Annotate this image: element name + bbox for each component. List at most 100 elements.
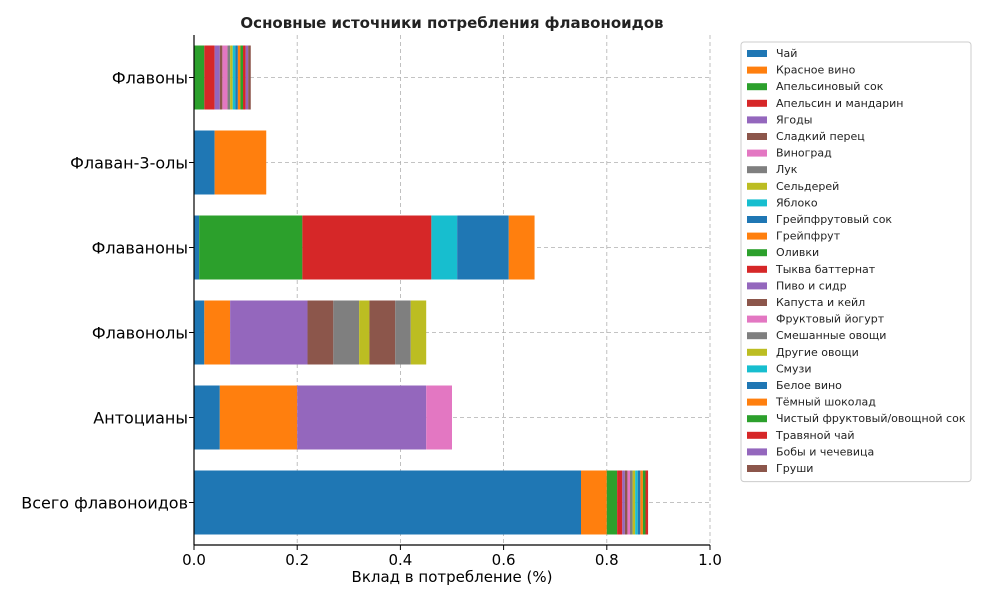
y-tick-label: Антоцианы [93, 409, 188, 428]
legend-label: Оливки [776, 246, 819, 259]
legend-swatch [747, 66, 767, 74]
chart-title: Основные источники потребления флавоноид… [240, 14, 663, 32]
legend-item: Апельсин и мандарин [747, 97, 903, 110]
legend-item: Тыква баттернат [747, 263, 876, 276]
bar-segment [307, 300, 334, 365]
bar-segment [240, 45, 244, 110]
y-tick-label: Флавонолы [92, 324, 188, 343]
bar-segment [624, 470, 628, 535]
y-tick-label: Флавоны [112, 69, 188, 88]
legend-frame [740, 41, 972, 483]
legend-item: Апельсиновый сок [747, 80, 884, 93]
bar-segment [302, 215, 432, 280]
legend-label: Виноград [776, 147, 832, 160]
bar-segment [245, 45, 249, 110]
legend-label: Тёмный шоколад [775, 396, 876, 409]
legend-label: Тыква баттернат [775, 263, 876, 276]
bar-segment [227, 45, 231, 110]
legend-swatch [747, 83, 767, 91]
bar-segment [248, 45, 251, 110]
legend-label: Фруктовый йогурт [776, 313, 885, 326]
bar-segment [622, 470, 625, 535]
bar-segment [194, 215, 200, 280]
bar-segment [194, 470, 581, 535]
legend-label: Сельдерей [776, 180, 839, 193]
legend-item: Белое вино [747, 379, 842, 392]
legend-swatch [747, 265, 767, 273]
legend-label: Смузи [776, 362, 812, 375]
legend-label: Апельсин и мандарин [776, 97, 903, 110]
bar-segment [645, 470, 649, 535]
bar-segment [369, 300, 396, 365]
legend-swatch [747, 398, 767, 406]
bar-segment [235, 45, 238, 110]
legend-item: Травяной чай [747, 429, 855, 442]
bar-segment [230, 300, 308, 365]
legend-swatch [747, 282, 767, 290]
legend-label: Чистый фруктовый/овощной сок [776, 412, 966, 425]
bar-segment [637, 470, 641, 535]
legend-item: Чай [747, 47, 797, 60]
legend-swatch [747, 431, 767, 439]
y-tick-label: Флаваноны [92, 239, 188, 258]
bar-segment [214, 45, 220, 110]
legend-item: Смешанные овощи [747, 329, 886, 342]
bar-segment [232, 45, 236, 110]
legend-swatch [747, 448, 767, 456]
bar-segment [204, 45, 215, 110]
legend-label: Капуста и кейл [776, 296, 865, 309]
bar-segment [632, 470, 636, 535]
legend-label: Грейпфрутовый сок [776, 213, 892, 226]
legend-swatch [747, 116, 767, 124]
legend-swatch [747, 382, 767, 389]
legend-item: Смузи [747, 362, 812, 375]
legend-swatch [747, 299, 767, 306]
bar-segment [410, 300, 427, 365]
legend-swatch [747, 415, 767, 423]
legend-label: Пиво и сидр [776, 279, 847, 292]
legend-label: Сладкий перец [776, 130, 865, 143]
bar-segment [204, 300, 231, 365]
x-axis-label: Вклад в потребление (%) [352, 568, 553, 586]
bar-segment [333, 300, 360, 365]
bar-segment [222, 45, 228, 110]
legend-label: Чай [776, 47, 797, 60]
legend-item: Пиво и сидр [747, 279, 847, 292]
legend-item: Оливки [747, 246, 819, 259]
bar-segment [640, 470, 643, 535]
x-tick-label: 0.0 [182, 551, 206, 569]
bar-segment [581, 470, 607, 535]
bar-segment [199, 215, 303, 280]
legend-swatch [747, 199, 767, 207]
legend-item: Тёмный шоколад [747, 396, 876, 409]
bar-segment [214, 130, 267, 195]
bar-segment [508, 215, 535, 280]
legend-swatch [747, 133, 767, 140]
bar-segment [194, 300, 205, 365]
legend-swatch [747, 166, 767, 174]
y-tick-label: Всего флавоноидов [21, 494, 188, 513]
legend-swatch [747, 216, 767, 223]
legend-item: Бобы и чечевица [747, 445, 874, 458]
bar-segment [635, 470, 638, 535]
bar-segment [219, 385, 298, 450]
legend: Чай Красное вино Апельсиновый сок Апельсин … [740, 41, 972, 483]
bar-segment [630, 470, 633, 535]
legend-item: Чистый фруктовый/овощной сок [747, 412, 966, 425]
legend-label: Грейпфрут [776, 230, 841, 243]
legend-item: Капуста и кейл [747, 296, 865, 309]
legend-swatch [747, 182, 767, 190]
legend-item: Яблоко [747, 196, 818, 209]
bar-segment [230, 45, 233, 110]
legend-item: Красное вино [747, 64, 856, 77]
bar-segment [606, 470, 618, 535]
legend-label: Другие овощи [776, 346, 859, 359]
bar-segment [359, 300, 370, 365]
legend-label: Смешанные овощи [776, 329, 886, 342]
x-tick-label: 0.6 [492, 551, 516, 569]
legend-swatch [747, 232, 767, 240]
legend-swatch [747, 249, 767, 257]
legend-item: Виноград [747, 147, 832, 160]
legend-swatch [747, 365, 767, 373]
legend-item: Ягоды [747, 113, 812, 126]
